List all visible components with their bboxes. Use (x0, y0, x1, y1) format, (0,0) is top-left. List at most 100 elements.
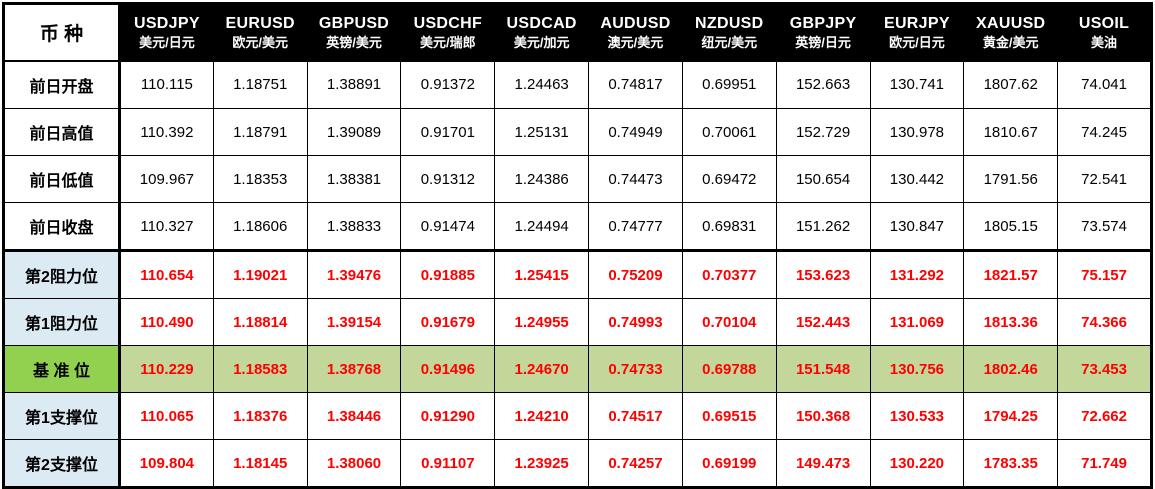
column-header-usdjpy: USDJPY 美元/日元 (119, 3, 214, 62)
cell-usdcad: 1.23925 (494, 439, 590, 488)
cell-eurusd: 1.18353 (212, 155, 308, 203)
cell-usdjpy: 109.804 (119, 439, 214, 488)
column-header-eurjpy: EURJPY 欧元/日元 (869, 3, 965, 62)
cell-audusd: 0.75209 (588, 249, 683, 299)
cell-usoil: 73.574 (1057, 202, 1152, 251)
cell-eurusd: 1.18583 (212, 345, 308, 393)
column-symbol: USDCAD (506, 14, 577, 32)
cell-usoil: 72.662 (1057, 392, 1152, 440)
cell-usdjpy: 110.327 (119, 202, 214, 251)
column-header-usdcad: USDCAD 美元/加元 (494, 3, 590, 62)
cell-gbpusd: 1.38381 (306, 155, 402, 203)
cell-eurjpy: 131.069 (869, 298, 965, 346)
cell-usdchf: 0.91701 (400, 108, 496, 156)
cell-usoil: 74.041 (1057, 60, 1152, 109)
table-row-prev-1: 前日高值 110.392 1.18791 1.39089 0.91701 1.25131 0… (3, 108, 1152, 156)
table-row-resistance-5: 第1阻力位 110.490 1.18814 1.39154 0.91679 1.24955… (3, 298, 1152, 346)
cell-usdjpy: 110.490 (119, 298, 214, 346)
cell-nzdusd: 0.70104 (681, 298, 777, 346)
cell-usoil: 73.453 (1057, 345, 1152, 393)
cell-usoil: 72.541 (1057, 155, 1152, 203)
cell-gbpjpy: 150.654 (775, 155, 871, 203)
cell-xauusd: 1807.62 (963, 60, 1059, 109)
cell-audusd: 0.74817 (588, 60, 683, 109)
table-row-prev-3: 前日收盘 110.327 1.18606 1.38833 0.91474 1.24494 0… (3, 202, 1152, 251)
column-name-cn: 英镑/日元 (795, 34, 851, 50)
cell-usdjpy: 110.229 (119, 345, 214, 393)
cell-xauusd: 1783.35 (963, 439, 1059, 488)
cell-gbpjpy: 150.368 (775, 392, 871, 440)
cell-usoil: 75.157 (1057, 249, 1152, 299)
cell-gbpjpy: 152.663 (775, 60, 871, 109)
row-label: 前日高值 (3, 108, 121, 156)
cell-xauusd: 1813.36 (963, 298, 1059, 346)
row-label: 基 准 位 (3, 345, 121, 393)
cell-gbpusd: 1.38891 (306, 60, 402, 109)
row-label: 第2阻力位 (3, 249, 121, 299)
cell-usoil: 74.245 (1057, 108, 1152, 156)
cell-gbpjpy: 151.262 (775, 202, 871, 251)
cell-eurjpy: 130.741 (869, 60, 965, 109)
column-name-cn: 美元/加元 (513, 34, 570, 50)
cell-usdchf: 0.91312 (400, 155, 496, 203)
column-header-xauusd: XAUUSD 黄金/美元 (963, 3, 1059, 62)
column-header-gbpjpy: GBPJPY 英镑/日元 (775, 3, 871, 62)
cell-audusd: 0.74949 (588, 108, 683, 156)
column-name-cn: 美元/日元 (139, 34, 195, 50)
cell-gbpusd: 1.38060 (306, 439, 402, 488)
cell-eurjpy: 130.978 (869, 108, 965, 156)
cell-usdjpy: 110.392 (119, 108, 214, 156)
cell-eurjpy: 130.220 (869, 439, 965, 488)
cell-gbpjpy: 149.473 (775, 439, 871, 488)
cell-usdchf: 0.91290 (400, 392, 496, 440)
cell-xauusd: 1810.67 (963, 108, 1059, 156)
cell-eurjpy: 130.756 (869, 345, 965, 393)
cell-gbpjpy: 153.623 (775, 249, 871, 299)
cell-nzdusd: 0.70377 (681, 249, 777, 299)
cell-eurusd: 1.18606 (212, 202, 308, 251)
column-symbol: GBPJPY (789, 14, 857, 32)
table-row-prev-2: 前日低值 109.967 1.18353 1.38381 0.91312 1.24386 0… (3, 155, 1152, 203)
row-label: 第1阻力位 (3, 298, 121, 346)
cell-xauusd: 1791.56 (963, 155, 1059, 203)
cell-xauusd: 1802.46 (963, 345, 1059, 393)
cell-xauusd: 1821.57 (963, 249, 1059, 299)
row-label: 前日收盘 (3, 202, 121, 251)
column-name-cn: 澳元/美元 (607, 34, 664, 50)
column-symbol: XAUUSD (976, 14, 1046, 32)
column-header-audusd: AUDUSD 澳元/美元 (588, 3, 683, 62)
cell-gbpusd: 1.39154 (306, 298, 402, 346)
cell-usdcad: 1.24210 (494, 392, 590, 440)
cell-eurusd: 1.18145 (212, 439, 308, 488)
cell-eurusd: 1.18814 (212, 298, 308, 346)
column-symbol: EURJPY (883, 14, 950, 32)
cell-xauusd: 1794.25 (963, 392, 1059, 440)
cell-gbpjpy: 152.443 (775, 298, 871, 346)
row-label: 第2支撑位 (3, 439, 121, 488)
cell-usdcad: 1.24670 (494, 345, 590, 393)
column-header-nzdusd: NZDUSD 纽元/美元 (681, 3, 777, 62)
cell-usdchf: 0.91496 (400, 345, 496, 393)
cell-usdcad: 1.24386 (494, 155, 590, 203)
cell-usdjpy: 110.654 (119, 249, 214, 299)
row-label: 前日开盘 (3, 60, 121, 109)
cell-usdcad: 1.25131 (494, 108, 590, 156)
cell-nzdusd: 0.69788 (681, 345, 777, 393)
cell-audusd: 0.74517 (588, 392, 683, 440)
cell-nzdusd: 0.69199 (681, 439, 777, 488)
header-row: 币 种 USDJPY 美元/日元 EURUSD 欧元/美元 GBPUSD 英镑/美元 USD… (2, 2, 1152, 62)
cell-audusd: 0.74733 (588, 345, 683, 393)
cell-nzdusd: 0.69515 (681, 392, 777, 440)
cell-gbpusd: 1.38446 (306, 392, 402, 440)
column-symbol: EURUSD (225, 14, 295, 32)
table-row-resistance-4: 第2阻力位 110.654 1.19021 1.39476 0.91885 1.25415… (3, 249, 1152, 299)
cell-audusd: 0.74993 (588, 298, 683, 346)
row-label: 前日低值 (3, 155, 121, 203)
column-name-cn: 英镑/美元 (326, 34, 382, 50)
cell-gbpusd: 1.38833 (306, 202, 402, 251)
cell-eurusd: 1.18376 (212, 392, 308, 440)
column-header-usdchf: USDCHF 美元/瑞郎 (400, 3, 496, 62)
cell-gbpusd: 1.38768 (306, 345, 402, 393)
